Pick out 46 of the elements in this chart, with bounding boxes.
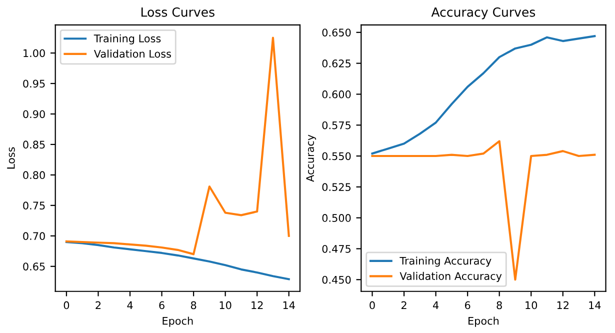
- y-axis-title: Loss: [7, 147, 15, 169]
- y-tick-label: 0.450: [322, 276, 351, 284]
- legend-label: Training Accuracy: [400, 256, 492, 267]
- x-axis-title: Epoch: [162, 316, 193, 327]
- y-tick-label: 0.500: [322, 214, 351, 222]
- x-tick-label: 6: [464, 301, 470, 310]
- x-tick-label: 10: [220, 301, 232, 310]
- x-tick-label: 14: [589, 301, 601, 310]
- y-tick-label: 0.550: [322, 152, 351, 160]
- x-tick-label: 14: [283, 301, 295, 310]
- x-tick-label: 0: [64, 301, 70, 310]
- chart-title: Accuracy Curves: [431, 7, 536, 20]
- y-tick-label: 0.525: [322, 183, 351, 192]
- x-axis-title: Epoch: [468, 316, 499, 327]
- x-tick-label: 12: [557, 301, 568, 310]
- y-tick-label: 0.70: [23, 232, 45, 240]
- y-tick-label: 1.00: [24, 49, 45, 58]
- y-tick-label: 0.90: [23, 110, 45, 118]
- line-series: [371, 140, 596, 281]
- x-tick-label: 6: [159, 301, 164, 310]
- y-tick-label: 0.600: [322, 90, 351, 98]
- x-tick-label: 8: [190, 301, 196, 310]
- y-tick-label: 0.650: [322, 28, 351, 36]
- y-tick-label: 0.80: [23, 171, 45, 180]
- legend-label: Validation Accuracy: [400, 272, 502, 282]
- x-tick-label: 8: [496, 301, 502, 310]
- line-series: [65, 240, 290, 280]
- x-tick-label: 4: [127, 301, 133, 310]
- y-tick-label: 0.75: [23, 202, 45, 210]
- y-tick-label: 0.625: [322, 60, 351, 68]
- x-tick-label: 4: [433, 301, 439, 310]
- y-tick-label: 0.575: [322, 121, 351, 130]
- x-tick-label: 12: [252, 301, 263, 310]
- line-series: [371, 35, 596, 155]
- x-tick-label: 0: [370, 301, 375, 310]
- legend-label: Training Loss: [94, 34, 161, 44]
- x-tick-label: 10: [526, 301, 538, 310]
- chart-title: Loss Curves: [142, 7, 214, 17]
- y-tick-label: 0.475: [322, 244, 351, 253]
- legend-label: Validation Loss: [94, 50, 171, 58]
- y-tick-label: 0.85: [23, 140, 45, 149]
- y-tick-label: 0.65: [23, 262, 45, 270]
- y-tick-label: 0.95: [23, 80, 45, 88]
- x-tick-label: 2: [401, 301, 406, 310]
- x-tick-label: 2: [96, 301, 101, 310]
- y-axis-title: Accuracy: [306, 134, 316, 182]
